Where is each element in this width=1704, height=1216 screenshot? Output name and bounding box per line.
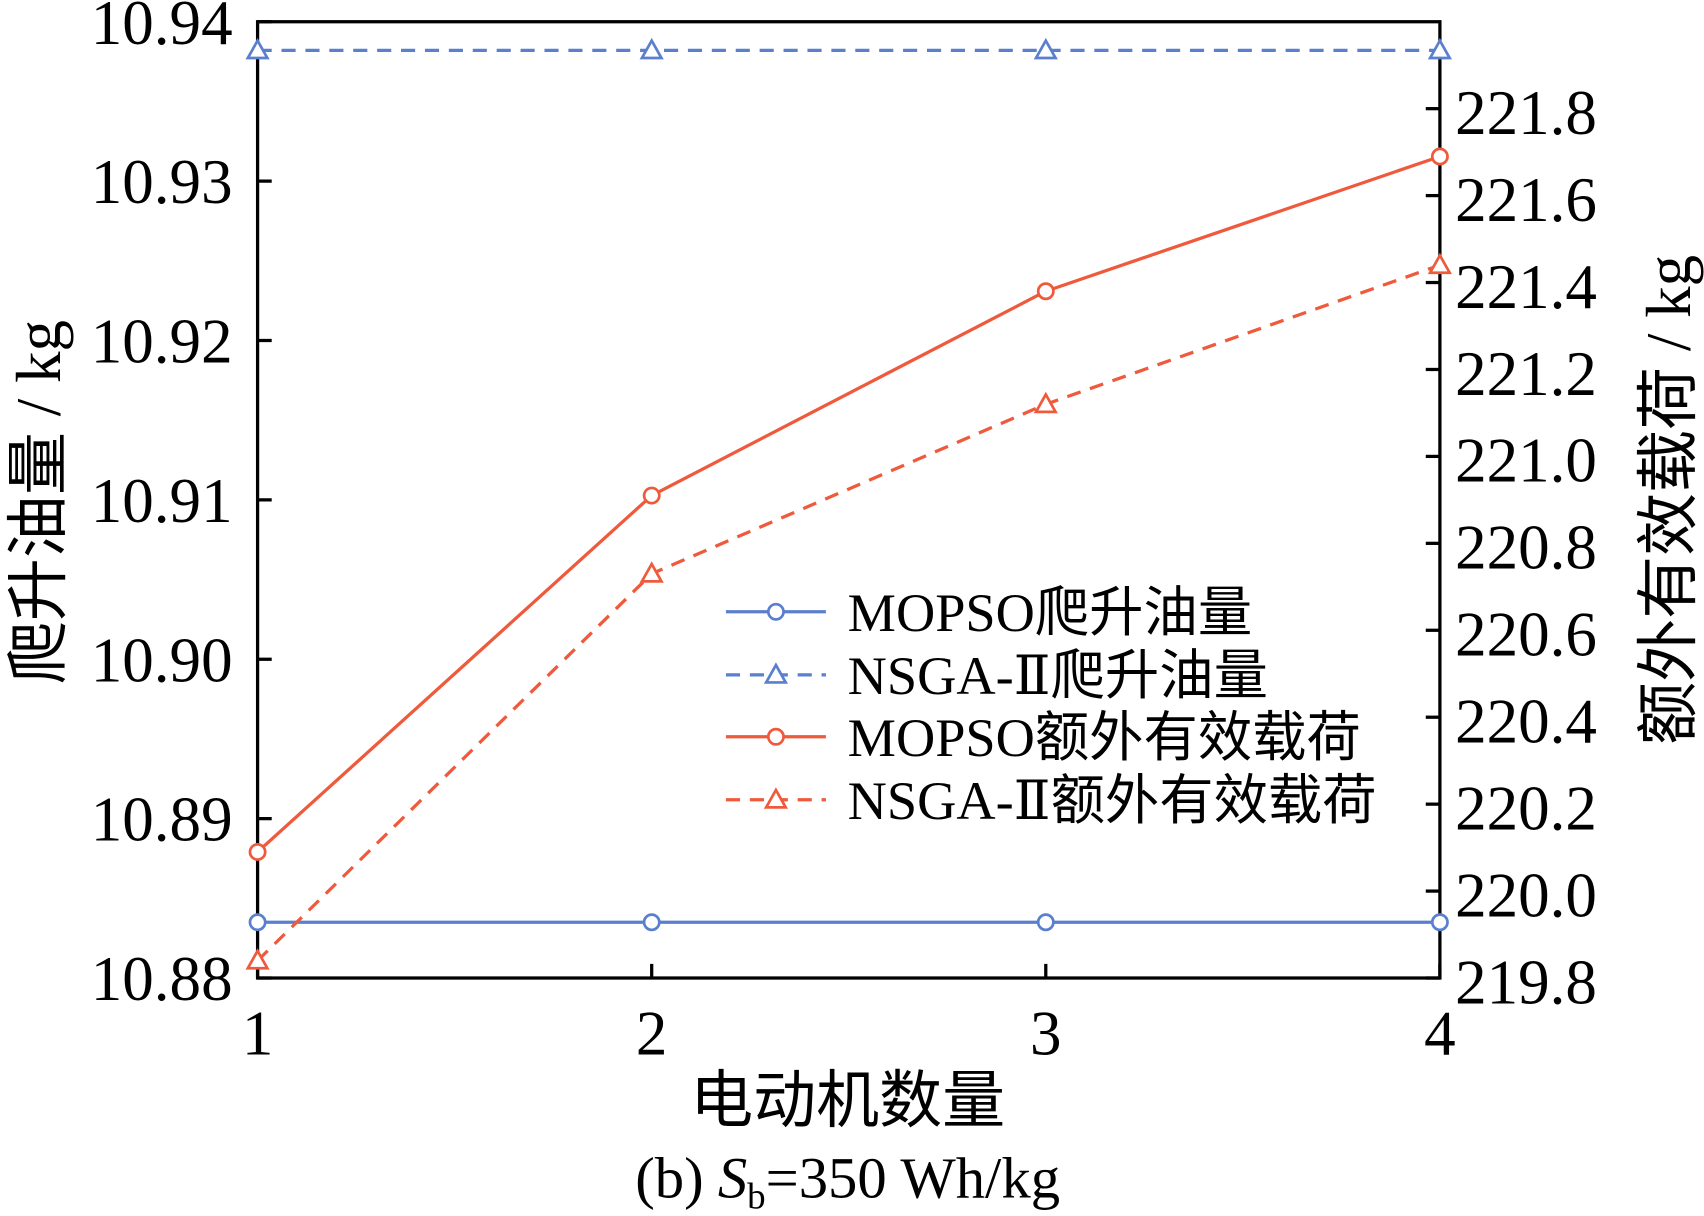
series-0-point [1430,913,1449,932]
series-0-point [248,913,267,932]
y-left-tick-label: 10.94 [91,0,233,58]
y-left-tick-label: 10.88 [91,944,233,1014]
legend-label: NSGA-Ⅱ额外有效载荷 [848,771,1377,831]
x-axis-label: 电动机数量 [690,1066,1005,1136]
y-right-tick-label: 221.2 [1455,339,1597,409]
series-0-point [1036,913,1055,932]
series-layer [245,37,1452,970]
caption-label: (b) [635,1146,703,1211]
series-3-line [256,263,1441,962]
series-3 [245,252,1452,970]
series-0 [248,913,1449,932]
y-right-tick-label: 220.4 [1455,687,1597,757]
series-2-line [256,154,1441,854]
y-right-tick-label: 219.8 [1455,947,1597,1017]
y-left-tick-label: 10.92 [91,307,233,377]
caption-value: =350 Wh/kg [766,1146,1060,1211]
series-2-point [248,842,267,861]
series-2-point [1430,147,1449,166]
y-left-tick-label: 10.90 [91,625,233,695]
legend-entry: NSGA-Ⅱ爬升油量 [725,646,1268,706]
y-left-tick-label: 10.91 [91,466,233,536]
y-right-tick-label: 221.8 [1455,78,1597,148]
legend-marker-circle-icon [766,602,785,621]
series-1-point [639,37,664,60]
y-left-tick-label: 10.93 [91,147,233,217]
series-0-point [642,913,661,932]
series-1-point [245,37,270,60]
legend-label: MOPSO爬升油量 [848,583,1253,643]
caption-subscript: b [747,1175,765,1216]
y-right-tick-label: 220.0 [1455,860,1597,930]
series-3-point [1033,391,1058,414]
series-2-point [642,486,661,505]
axis-ticks: 10.88 10.89 10.90 10.91 10.92 10.93 10.94 219.8… [91,0,1597,1068]
legend-label: MOPSO额外有效载荷 [848,708,1361,768]
series-1-point [1033,37,1058,60]
series-2-point [1036,282,1055,301]
legend-entry: NSGA-Ⅱ额外有效载荷 [725,771,1377,831]
y-right-tick-label: 220.8 [1455,513,1597,583]
y-right-tick-label: 220.6 [1455,600,1597,670]
x-tick-label: 2 [636,998,668,1068]
series-3-point [639,561,664,583]
figure-caption: (b) Sb=350 Wh/kg [635,1146,1060,1216]
y-right-tick-label: 221.6 [1455,165,1597,235]
legend-marker-triangle-icon [763,787,789,809]
series-2 [248,147,1449,861]
legend-entry: MOPSO额外有效载荷 [725,708,1361,768]
legend-marker-triangle-icon [763,662,789,684]
series-1 [245,37,1452,60]
x-tick-label: 1 [242,998,274,1068]
x-tick-label: 4 [1424,998,1456,1068]
legend-label: NSGA-Ⅱ爬升油量 [848,646,1268,706]
y-left-tick-label: 10.89 [91,785,233,855]
series-3-point [245,948,270,970]
y-axis-left-label: 爬升油量 / kg [4,320,74,684]
legend-marker-circle-icon [766,727,785,746]
x-tick-label: 3 [1030,998,1062,1068]
y-right-tick-label: 221.0 [1455,426,1597,496]
y-right-tick-label: 221.4 [1455,252,1597,322]
plot-frame [255,20,1442,980]
y-right-tick-label: 220.2 [1455,773,1597,843]
series-3-point [1427,252,1452,275]
y-axis-right-label: 额外有效载荷 / kg [1634,255,1704,745]
legend-entry: MOPSO爬升油量 [725,583,1253,643]
series-1-point [1427,37,1452,60]
caption-symbol: S [718,1146,747,1211]
legend: MOPSO爬升油量NSGA-Ⅱ爬升油量MOPSO额外有效载荷NSGA-Ⅱ额外有效… [725,583,1377,831]
